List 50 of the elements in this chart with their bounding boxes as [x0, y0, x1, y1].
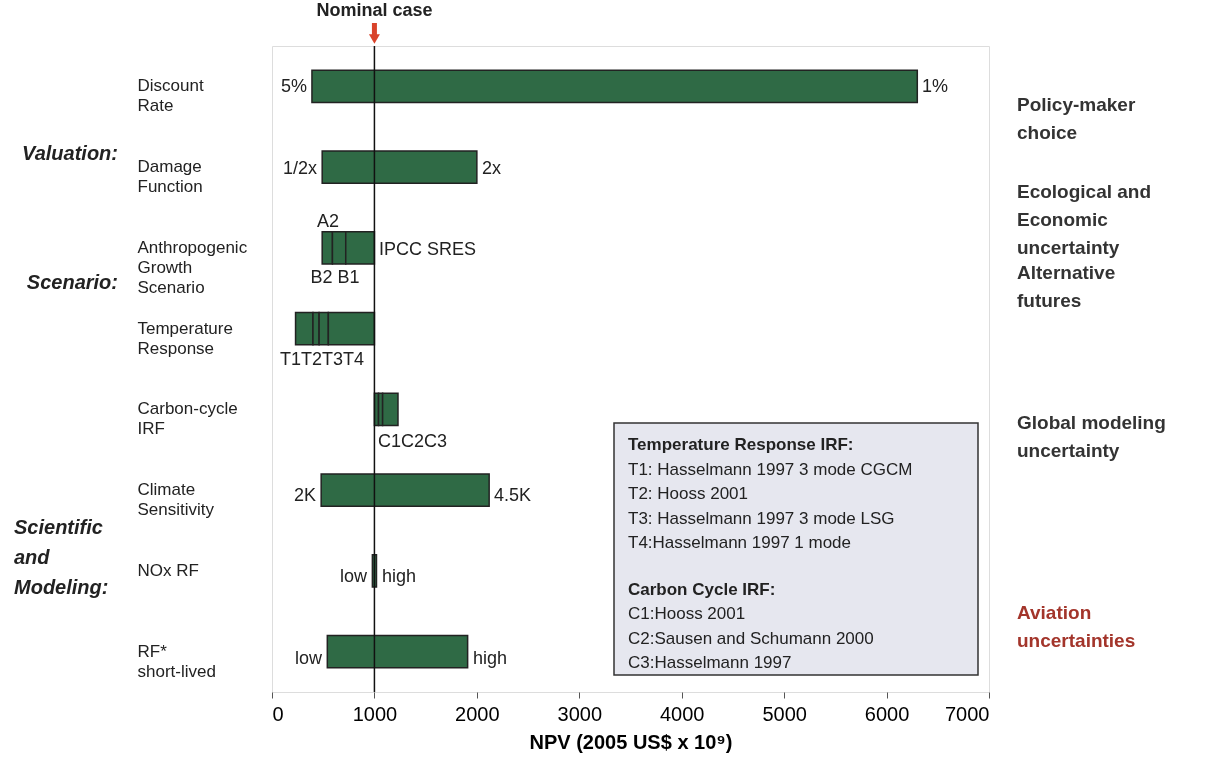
text: Scenario:	[26, 271, 118, 293]
x-tick-label: 7000	[945, 702, 990, 725]
annotation: low	[339, 566, 368, 586]
annotation: T4:Hasselmann 1997 1 mode	[628, 533, 852, 552]
annotation: T3: Hasselmann 1997 3 mode LSG	[628, 508, 895, 528]
annotation: A2	[316, 211, 340, 231]
annotation: Carbon Cycle IRF:	[628, 579, 776, 599]
ref-line-label: Nominal case	[316, 0, 433, 20]
annotation: high	[382, 566, 417, 586]
text: Scientific and Modeling:	[14, 516, 109, 598]
annotation: 1/2x	[282, 158, 317, 178]
y-tick-label: RF* short-lived	[137, 641, 216, 681]
annotation: T2: Hooss 2001	[628, 484, 749, 503]
annotation: low	[294, 648, 323, 668]
text: Alternative futures	[1017, 262, 1116, 311]
x-axis-title: NPV (2005 US$ x 10⁹)	[529, 730, 733, 753]
annotation: C1:Hooss 2001	[628, 604, 746, 623]
y-tick-label: Climate Sensitivity	[137, 480, 215, 520]
annotation: 5%	[280, 76, 307, 96]
x-tick-label: 3000	[557, 702, 603, 725]
annotation: Temperature Response IRF:	[628, 435, 854, 454]
annotation: high	[473, 648, 508, 668]
annotation: 2x	[482, 158, 502, 178]
y-tick-label: Anthropogenic Growth Scenario	[137, 237, 248, 297]
annotation: T1T2T3T4	[279, 349, 365, 369]
text: Aviation uncertainties	[1017, 602, 1136, 651]
text: Policy-maker choice	[1017, 94, 1136, 143]
x-tick-label: 0	[272, 702, 284, 725]
x-tick-label: 5000	[762, 702, 807, 725]
y-tick-label: NOx RF	[137, 560, 199, 580]
y-tick-label: Discount Rate	[137, 76, 204, 116]
x-tick-label: 1000	[352, 702, 398, 725]
y-tick-label: Carbon-cycle IRF	[137, 399, 238, 439]
annotation: T1: Hasselmann 1997 3 mode CGCM	[628, 459, 913, 479]
annotation: 2K	[293, 485, 316, 505]
text: Valuation:	[22, 142, 118, 164]
x-tick-label: 6000	[864, 702, 910, 725]
x-tick-label: 2000	[455, 702, 500, 725]
annotation: B2 B1	[310, 267, 360, 287]
annotation: IPCC SRES	[379, 239, 477, 259]
annotation: C2:Sausen and Schumann 2000	[628, 628, 874, 648]
annotation: C1C2C3	[378, 431, 448, 451]
annotation: 4.5K	[494, 485, 532, 505]
y-tick-label: Temperature Response	[137, 318, 233, 358]
text: Global modeling uncertainty	[1017, 412, 1166, 461]
annotation: 1%	[922, 76, 949, 96]
annotation: C3:Hasselmann 1997	[628, 653, 792, 672]
text: Ecological and Economic uncertainty	[1017, 181, 1152, 258]
y-tick-label: Damage Function	[137, 157, 203, 197]
x-tick-label: 4000	[659, 702, 705, 725]
